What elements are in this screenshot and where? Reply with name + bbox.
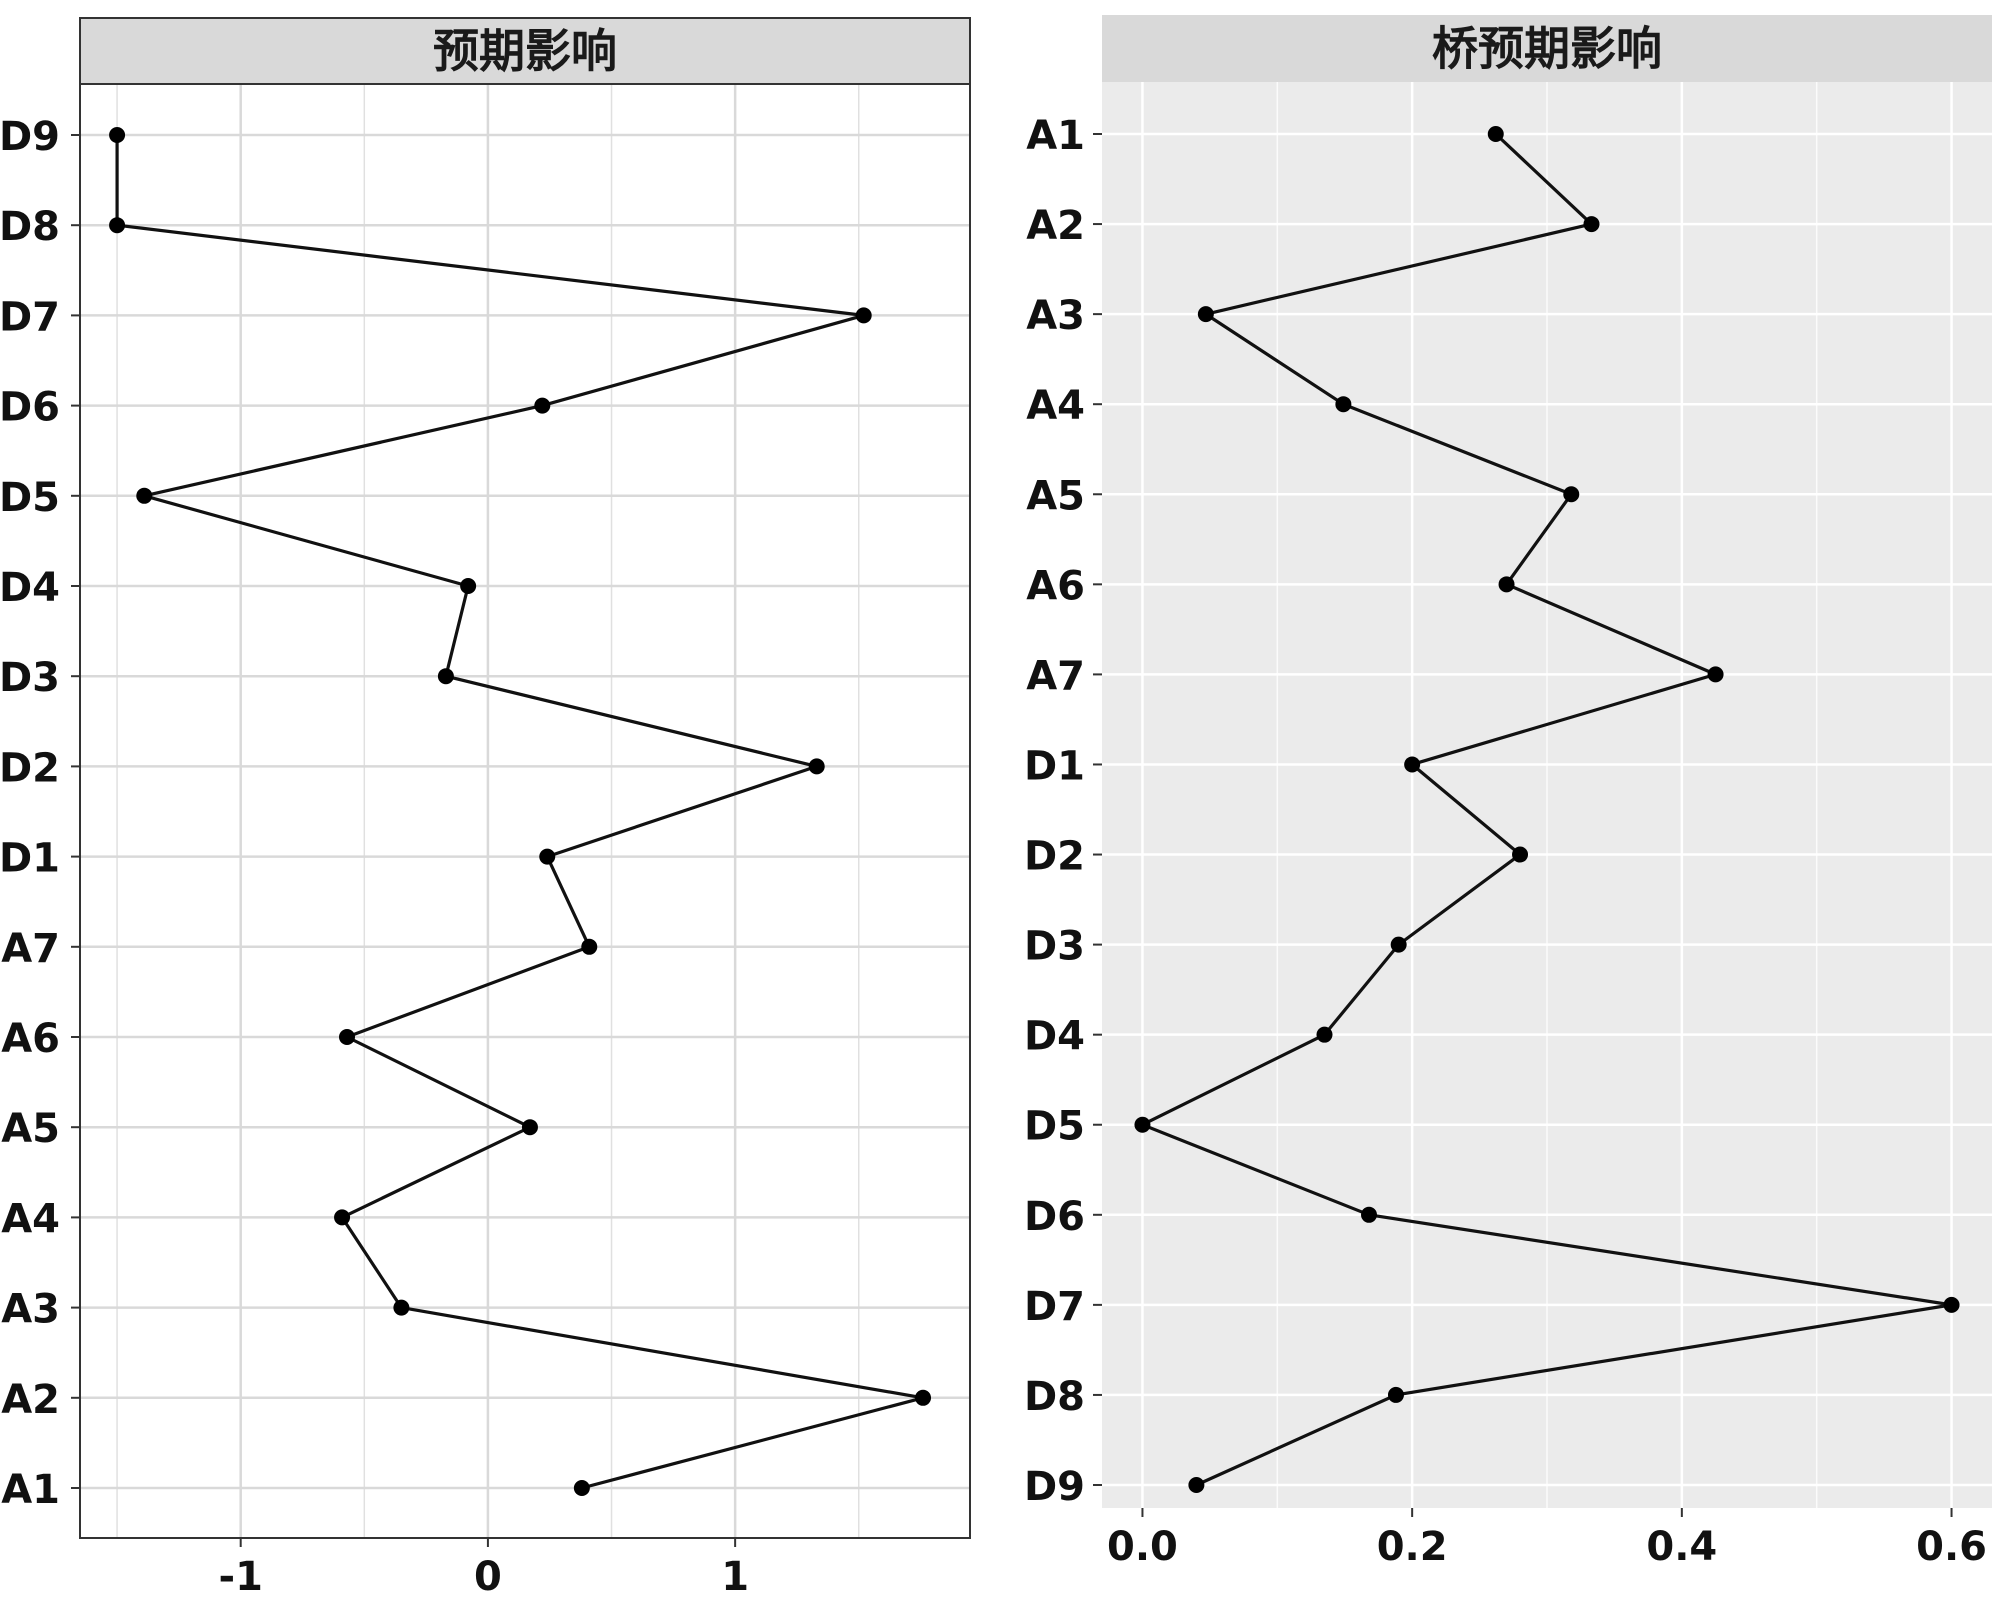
panel-1: 预期影响 D9 D8 D7 D6 D5 D4 D3 D2 D1 A7 A6 A5 A4 A3 A2 A1 -1 0 1 bbox=[0, 17, 971, 1600]
data-point-D2 bbox=[808, 758, 825, 775]
data-point-D6 bbox=[1361, 1206, 1377, 1223]
y-tick-label: D6 bbox=[1024, 1194, 1085, 1240]
facet-strip bbox=[1102, 15, 1992, 82]
x-tick-label: 0.2 bbox=[1377, 1524, 1448, 1570]
y-tick-label: A1 bbox=[1, 1467, 60, 1513]
x-tick-label: 0 bbox=[474, 1554, 502, 1600]
x-tick-label: 0.6 bbox=[1916, 1524, 1987, 1570]
y-tick-label: A6 bbox=[1, 1016, 60, 1062]
y-tick-label: A7 bbox=[1026, 653, 1085, 699]
y-tick-label: D4 bbox=[1024, 1014, 1085, 1060]
data-point-D4 bbox=[1316, 1026, 1333, 1043]
data-point-D7 bbox=[855, 307, 872, 324]
y-tick-label: D1 bbox=[0, 836, 60, 882]
facet-title: 预期影响 bbox=[433, 24, 617, 78]
facet-title: 桥预期影响 bbox=[1432, 22, 1662, 76]
y-tick-label: D3 bbox=[1024, 924, 1085, 970]
data-point-D4 bbox=[460, 578, 477, 594]
data-point-A3 bbox=[393, 1299, 410, 1316]
y-tick-label: A3 bbox=[1026, 293, 1085, 339]
y-tick-label: D7 bbox=[1024, 1284, 1085, 1330]
data-point-D1 bbox=[1404, 756, 1421, 773]
y-tick-label: A5 bbox=[1, 1106, 60, 1152]
data-point-D1 bbox=[539, 848, 556, 865]
y-tick-label: D6 bbox=[0, 385, 60, 431]
y-tick-label: A4 bbox=[1, 1196, 60, 1242]
y-tick-label: D5 bbox=[0, 475, 60, 521]
y-tick-label: D5 bbox=[1024, 1104, 1085, 1150]
y-tick-label: D2 bbox=[1024, 834, 1085, 880]
series-line bbox=[115, 135, 925, 1490]
y-tick-label: A2 bbox=[1, 1377, 60, 1423]
y-tick-label: D4 bbox=[0, 565, 60, 611]
y-tick-label: D2 bbox=[0, 745, 60, 791]
y-tick-label: D8 bbox=[0, 204, 60, 250]
data-point-A6 bbox=[339, 1029, 355, 1045]
data-point-D8 bbox=[1387, 1386, 1404, 1403]
data-point-D3 bbox=[437, 668, 454, 685]
y-tick-label: D3 bbox=[0, 655, 60, 701]
data-point-A4 bbox=[334, 1209, 351, 1226]
data-point-A7 bbox=[1707, 666, 1724, 683]
data-point-D9 bbox=[109, 127, 126, 143]
data-point-A6 bbox=[1498, 576, 1515, 593]
data-point-A5 bbox=[521, 1119, 538, 1136]
y-tick-label: A1 bbox=[1026, 113, 1085, 159]
plot-background bbox=[80, 84, 970, 1538]
data-point-A2 bbox=[1583, 216, 1600, 233]
y-tick-label: A5 bbox=[1026, 473, 1085, 519]
data-point-D7 bbox=[1943, 1296, 1960, 1313]
data-point-D3 bbox=[1390, 936, 1407, 953]
y-tick-label: A6 bbox=[1026, 563, 1085, 609]
y-tick-label: D9 bbox=[0, 114, 60, 160]
y-tick-label: D1 bbox=[1024, 743, 1085, 789]
data-point-A1 bbox=[573, 1480, 590, 1496]
data-point-D9 bbox=[1188, 1477, 1205, 1493]
panel-2: 桥预期影响 A1 A2 A3 A4 A5 A6 A7 D1 D2 D3 D4 D5 D6 D7 D8 D9 0.0… bbox=[1024, 15, 1992, 1570]
data-point-D6 bbox=[534, 397, 551, 414]
x-tick-label: -1 bbox=[218, 1554, 262, 1600]
data-point-A7 bbox=[581, 938, 598, 955]
x-tick-label: 0.0 bbox=[1107, 1524, 1178, 1570]
data-point-A2 bbox=[915, 1389, 932, 1406]
x-tick-label: 0.4 bbox=[1646, 1524, 1717, 1570]
data-point-D2 bbox=[1512, 846, 1529, 863]
y-tick-label: A7 bbox=[1, 926, 60, 972]
data-point-A5 bbox=[1563, 486, 1580, 503]
data-point-D5 bbox=[1134, 1116, 1151, 1133]
facet-strip bbox=[79, 17, 971, 85]
x-tick-label: 1 bbox=[721, 1554, 749, 1600]
y-tick-label: D7 bbox=[0, 294, 60, 340]
y-tick-label: D8 bbox=[1024, 1374, 1085, 1420]
y-tick-label: D9 bbox=[1024, 1464, 1085, 1510]
data-point-D8 bbox=[109, 217, 126, 234]
data-point-A1 bbox=[1487, 126, 1504, 142]
data-point-D5 bbox=[136, 487, 153, 504]
data-point-A4 bbox=[1335, 396, 1352, 413]
y-tick-label: A3 bbox=[1, 1287, 60, 1333]
y-tick-label: A2 bbox=[1026, 203, 1085, 249]
y-tick-label: A4 bbox=[1026, 383, 1085, 429]
data-point-A3 bbox=[1197, 306, 1214, 323]
series-line bbox=[1140, 132, 1954, 1487]
